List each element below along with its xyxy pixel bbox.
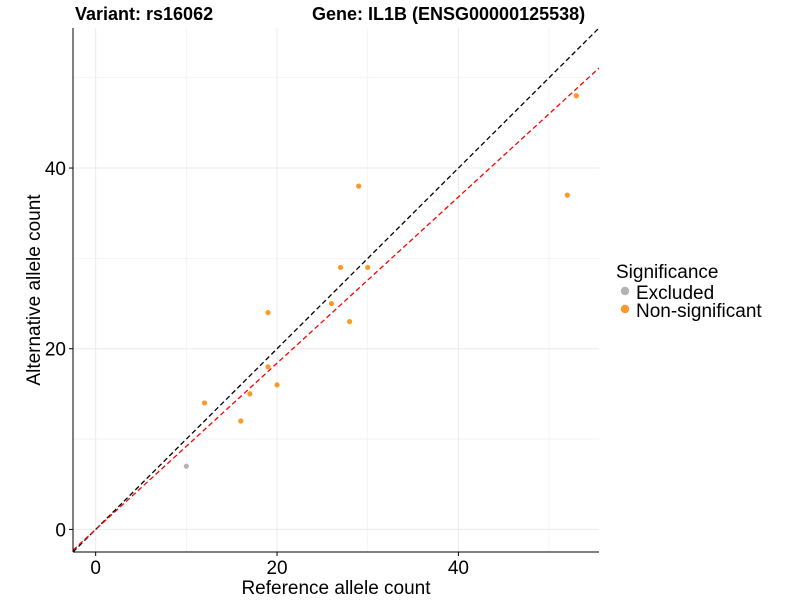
x-tick-label: 20 (266, 558, 287, 579)
legend: Significance Excluded Non-significant (616, 262, 762, 322)
data-points (183, 93, 579, 469)
y-tick-label: 0 (55, 520, 66, 541)
axes (72, 28, 599, 553)
data-point-non-significant (238, 418, 244, 424)
data-point-non-significant (201, 400, 208, 406)
y-tick-label: 40 (45, 159, 66, 180)
data-point-non-significant (328, 300, 335, 307)
x-ticks: 0 20 40 (90, 552, 469, 579)
x-tick-label: 0 (90, 558, 101, 579)
legend-key-non-significant (620, 304, 630, 314)
legend-title: Significance (616, 262, 718, 283)
data-point-non-significant (365, 264, 371, 271)
legend-label-excluded: Excluded (636, 283, 714, 304)
reference-line-identity (73, 28, 599, 552)
data-point-non-significant (247, 391, 253, 397)
y-axis-title: Alternative allele count (24, 194, 45, 386)
reference-lines (73, 28, 599, 552)
data-point-non-significant (356, 183, 362, 189)
plot-title-variant: Variant: rs16062 (75, 4, 214, 24)
data-point-non-significant (265, 309, 271, 316)
legend-key-excluded (620, 286, 630, 296)
x-axis-title: Reference allele count (241, 578, 431, 599)
plot-title-gene: Gene: IL1B (ENSG00000125538) (312, 4, 586, 24)
data-point-non-significant (337, 264, 344, 271)
y-ticks: 0 20 40 (45, 159, 73, 541)
data-point-non-significant (274, 382, 280, 388)
grid (73, 28, 599, 552)
y-tick-label: 20 (45, 340, 66, 361)
legend-label-non-significant: Non-significant (636, 301, 762, 322)
data-point-excluded (183, 463, 189, 469)
data-point-non-significant (564, 192, 570, 198)
data-point-non-significant (347, 319, 353, 325)
data-point-non-significant (265, 364, 271, 370)
reference-line-fit (73, 67, 599, 551)
x-tick-label: 40 (448, 558, 469, 579)
data-point-non-significant (573, 93, 579, 99)
